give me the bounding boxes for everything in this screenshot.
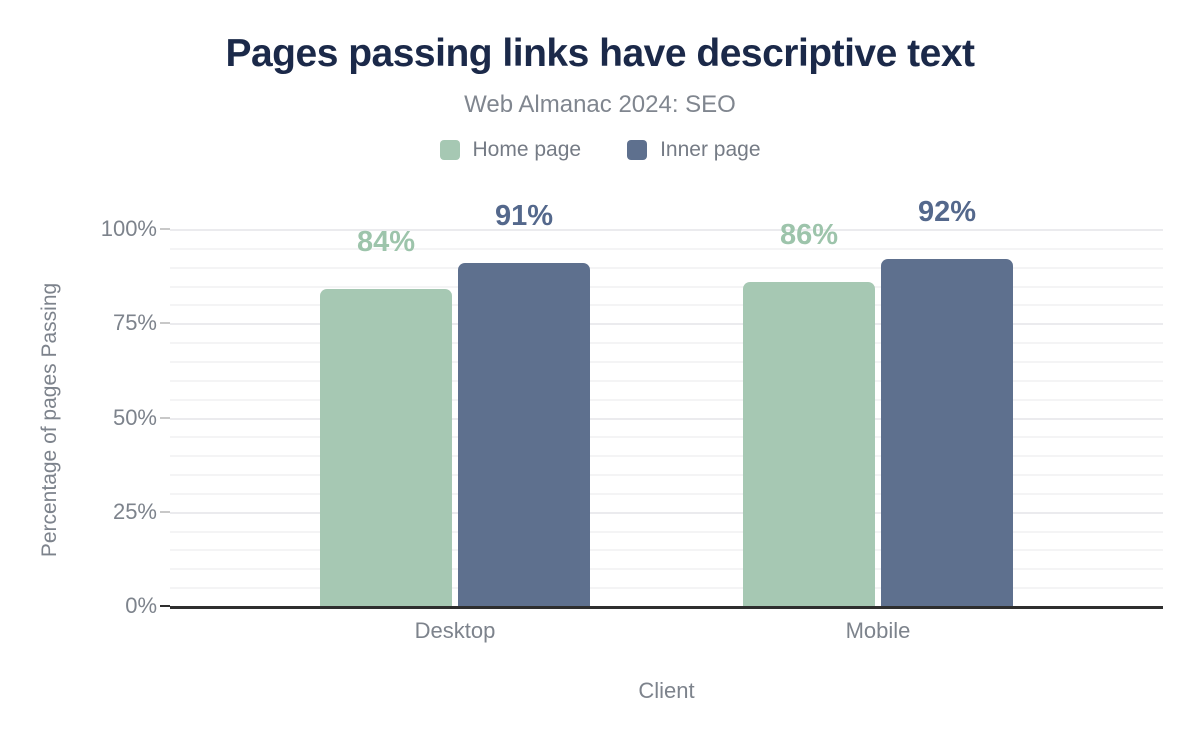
y-tick-mark	[160, 228, 170, 230]
gridline	[170, 248, 1163, 250]
bar-value-label: 86%	[779, 219, 839, 251]
gridline	[170, 399, 1163, 401]
gridline	[170, 286, 1163, 288]
bar-desktop-inner-page	[458, 263, 590, 606]
chart-subtitle: Web Almanac 2024: SEO	[464, 91, 736, 118]
legend-swatch-inner-page	[627, 140, 648, 160]
legend-label: Inner page	[660, 138, 761, 161]
y-tick-label: 100%	[100, 216, 157, 241]
bar-desktop-home-page	[320, 289, 452, 606]
x-axis-title: Client	[638, 678, 695, 703]
bar-value-label: 92%	[917, 196, 977, 228]
gridline	[170, 587, 1163, 589]
gridline	[170, 380, 1163, 382]
gridline	[170, 455, 1163, 457]
chart-title: Pages passing links have descriptive tex…	[225, 32, 975, 75]
bar-value-label: 84%	[356, 226, 416, 258]
legend: Home page Inner page	[0, 138, 1200, 162]
bar-value-label: 91%	[494, 200, 554, 232]
gridline	[170, 512, 1163, 514]
gridline	[170, 531, 1163, 533]
x-axis-line	[170, 606, 1163, 609]
y-tick-label: 0%	[125, 593, 157, 618]
gridline	[170, 549, 1163, 551]
gridline	[170, 418, 1163, 420]
gridline	[170, 474, 1163, 476]
legend-label: Home page	[472, 138, 582, 161]
bar-mobile-inner-page	[881, 259, 1013, 606]
bar-mobile-home-page	[743, 282, 875, 606]
x-tick-label-mobile: Mobile	[845, 618, 911, 643]
y-tick-label: 75%	[112, 310, 157, 335]
y-tick-mark	[160, 511, 170, 513]
y-tick-mark	[160, 322, 170, 324]
legend-item: Home page	[439, 138, 582, 162]
gridline	[170, 229, 1163, 231]
y-tick-label: 50%	[112, 405, 157, 430]
legend-item: Inner page	[627, 138, 761, 162]
y-tick-mark	[160, 605, 170, 607]
plot-area: 84% 91% 86% 92%	[170, 198, 1163, 606]
y-tick-label: 25%	[112, 499, 157, 524]
gridline	[170, 267, 1163, 269]
gridline	[170, 568, 1163, 570]
gridline	[170, 436, 1163, 438]
x-tick-label-desktop: Desktop	[414, 618, 496, 643]
gridline	[170, 323, 1163, 325]
gridline	[170, 304, 1163, 306]
gridline	[170, 342, 1163, 344]
legend-swatch-home-page	[439, 140, 460, 160]
gridline	[170, 493, 1163, 495]
y-tick-mark	[160, 417, 170, 419]
gridline	[170, 361, 1163, 363]
